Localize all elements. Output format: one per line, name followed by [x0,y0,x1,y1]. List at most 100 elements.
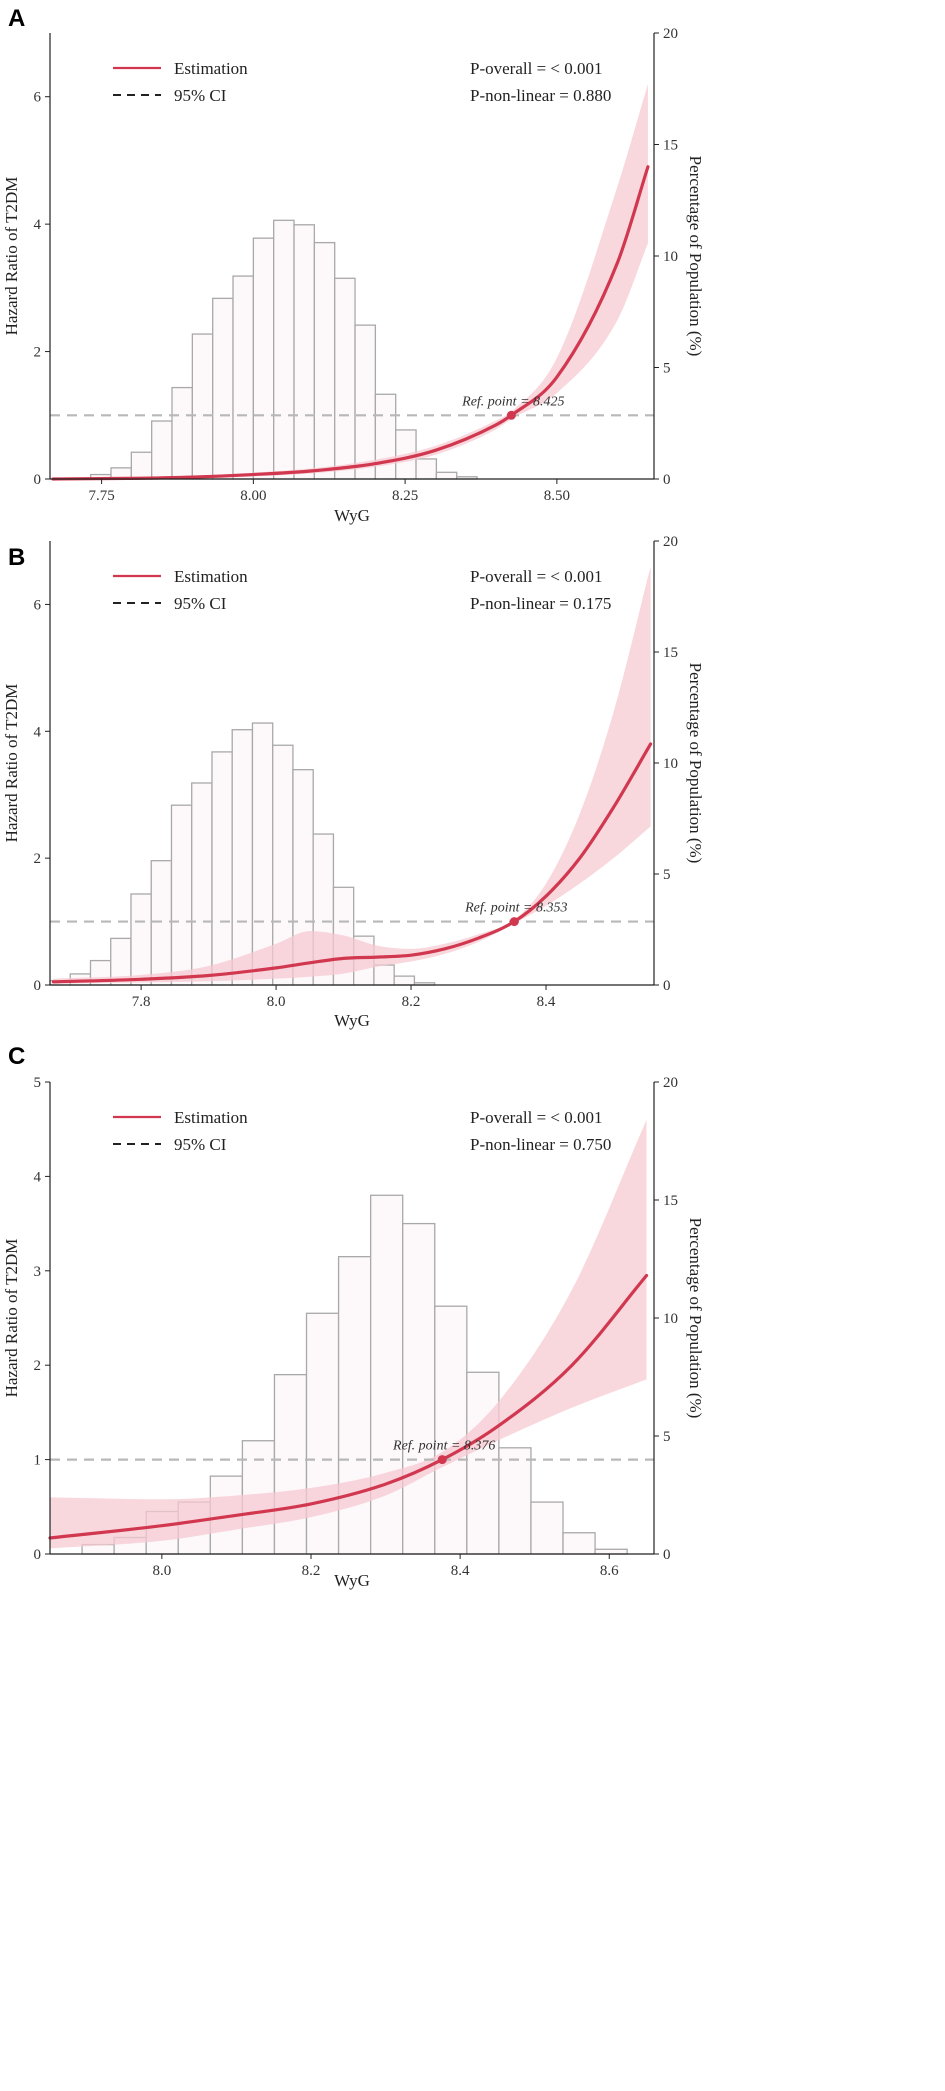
y-left-tick-label: 6 [34,597,42,613]
y-right-tick-label: 0 [663,472,671,488]
histogram-bar [231,729,254,986]
p-nonlinear-text: P-non-linear = 0.175 [470,594,611,613]
x-tick-label: 8.2 [302,1563,321,1579]
y-right-tick-label: 5 [663,361,671,377]
x-axis-title: WyG [334,1571,370,1590]
ref-point-label: Ref. point = 8.376 [392,1439,495,1454]
histogram-bar [212,297,234,480]
y-left-tick-label: 0 [34,472,42,488]
panel-label: B [8,544,25,571]
x-tick-label: 7.75 [88,488,114,504]
panel-b: B Ref. point = 8.353 7.8 8.0 8.2 8.4 0 2 4 6 0 5 10 1… [2,534,705,1030]
legend-ci-label: 95% CI [174,594,227,613]
y-left-tick-label: 2 [34,851,42,867]
legend-estimation-label: Estimation [174,1108,248,1127]
histogram-bar [562,1532,596,1555]
y-left-tick-label: 2 [34,1358,42,1374]
histogram-bar [393,975,416,986]
x-tick-label: 8.4 [451,1563,470,1579]
y-left-tick-label: 4 [34,1169,42,1185]
y-left-tick-label: 4 [34,724,42,740]
histogram-bar [251,722,274,986]
ref-point-label: Ref. point = 8.353 [464,901,567,916]
legend-estimation-label: Estimation [174,567,248,586]
histogram-bar [305,1312,340,1555]
y-right-tick-label: 20 [663,26,678,42]
histogram-bar [151,420,173,480]
histogram-bar [313,241,336,480]
x-tick-label: 8.0 [152,1563,171,1579]
y-right-tick-label: 0 [663,978,671,994]
histogram-bar [191,333,214,480]
y-right-tick-label: 15 [663,1193,678,1209]
legend: Estimation 95% CI [113,567,248,613]
panel-c: C Ref. point = 8.376 8.0 8.2 8.4 8.6 0 1 2 3 4 5 0 5 1… [2,1043,705,1590]
x-axis-title: WyG [334,1011,370,1030]
histogram-bar [171,386,193,480]
histogram-bar [435,471,458,480]
panel-a: A Ref. point = 8.425 7.75 8.00 8.25 8.50 0 2 4 6 0… [2,5,705,525]
estimate-curve [48,1273,649,1540]
histogram-bar [273,1373,308,1555]
estimate-curve [51,742,653,984]
x-tick-label: 8.6 [600,1563,619,1579]
legend-ci-label: 95% CI [174,86,227,105]
y-left-tick-label: 0 [34,978,42,994]
y-right-tick-label: 20 [663,1075,678,1091]
y-axis-right-title: Percentage of Population (%) [686,156,705,357]
legend-estimation-label: Estimation [174,59,248,78]
histogram-bar [170,804,193,986]
histogram-bar [337,1255,372,1555]
histogram-bar [232,275,255,480]
x-axis-title: WyG [334,506,370,525]
x-tick-label: 8.0 [267,994,286,1010]
histogram-bar [594,1548,628,1555]
y-right-tick-label: 10 [663,249,678,265]
y-right-tick-label: 15 [663,138,678,154]
p-nonlinear-text: P-non-linear = 0.880 [470,86,611,105]
panel-label: A [8,5,25,32]
x-tick-label: 8.2 [402,994,421,1010]
y-right-tick-label: 10 [663,756,678,772]
legend-ci-label: 95% CI [174,1135,227,1154]
y-right-tick-label: 0 [663,1547,671,1563]
x-tick-label: 8.4 [537,994,556,1010]
y-axis-left-title: Hazard Ratio of T2DM [2,177,21,336]
histogram-bar [415,458,438,480]
y-axis-left-title: Hazard Ratio of T2DM [2,1239,21,1398]
histogram-bar [402,1222,436,1555]
y-right-tick-label: 5 [663,1429,671,1445]
p-overall-text: P-overall = < 0.001 [470,59,603,78]
histogram-bar [354,324,377,480]
histogram-bar [191,782,213,986]
y-left-tick-label: 2 [34,345,42,361]
histogram-bar [273,219,295,480]
histogram-bar [373,964,395,986]
histogram-bar [434,1305,468,1555]
histogram-bar [369,1194,404,1555]
legend: Estimation 95% CI [113,1108,248,1154]
y-right-tick-label: 5 [663,867,671,883]
histogram-bar [334,277,356,480]
y-right-tick-label: 20 [663,534,678,550]
legend: Estimation 95% CI [113,59,248,105]
y-left-tick-label: 6 [34,90,42,106]
y-left-tick-label: 3 [34,1264,42,1280]
ref-point-marker [506,410,516,420]
y-left-tick-label: 0 [34,1547,42,1563]
x-tick-label: 8.25 [392,488,418,504]
ref-point-marker [437,1455,447,1465]
y-left-tick-label: 5 [34,1075,42,1091]
y-left-tick-label: 4 [34,217,42,233]
p-nonlinear-text: P-non-linear = 0.750 [470,1135,611,1154]
y-axis-left-title: Hazard Ratio of T2DM [2,684,21,843]
histogram-bar [466,1371,500,1555]
estimate-curve [51,165,650,481]
y-left-tick-label: 1 [34,1453,42,1469]
histogram-bar [211,751,233,986]
x-tick-label: 8.50 [544,488,570,504]
histogram-bar [150,860,173,986]
histogram-bar [293,224,316,480]
ref-point-marker [509,917,519,927]
